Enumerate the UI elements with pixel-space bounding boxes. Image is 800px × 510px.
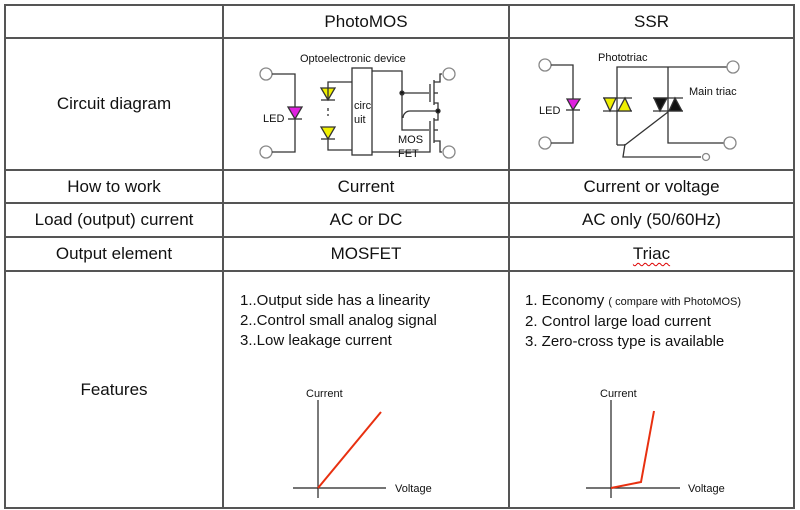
feature-item: 1. Economy ( compare with PhotoMOS): [525, 291, 741, 312]
table-border-right: [793, 4, 795, 509]
ssr-output-element-text: Triac: [632, 244, 671, 263]
row-label-how-to-work: How to work: [67, 176, 161, 196]
photomos-features-list: 1..Output side has a linearity 2..Contro…: [240, 291, 437, 351]
header-ssr: SSR: [634, 11, 669, 31]
row-divider: [4, 37, 795, 39]
photomos-iv-graph: Current Voltage: [293, 388, 432, 498]
row-divider: [4, 236, 795, 238]
feature-item-text: 1. Economy: [525, 292, 605, 309]
ssr-how-to-work: Current or voltage: [583, 176, 720, 196]
feature-item: 1..Output side has a linearity: [240, 292, 431, 309]
main-triac-icon: [652, 96, 684, 113]
header-photomos: PhotoMOS: [324, 11, 408, 31]
iv-curve: [317, 411, 382, 489]
circuit-box: [351, 67, 373, 156]
terminal-icon: [259, 145, 273, 159]
phototriac-label: Phototriac: [598, 52, 648, 64]
optoelectronic-device-label: Optoelectronic device: [300, 53, 406, 65]
terminal-icon: [723, 136, 737, 150]
feature-item-note: ( compare with PhotoMOS): [608, 296, 742, 308]
ssr-circuit-diagram: [538, 58, 740, 162]
mosfet-icon: [429, 73, 442, 153]
led-label: LED: [539, 105, 560, 117]
circuit-label: uit: [354, 114, 366, 126]
ssr-output-element: Triac: [510, 238, 793, 270]
terminal-icon: [701, 152, 711, 162]
x-axis-label: Voltage: [688, 483, 725, 495]
iv-curve: [610, 410, 655, 489]
row-label-output-element: Output element: [55, 244, 173, 263]
table-border-bottom: [4, 507, 795, 509]
photomos-how-to-work: Current: [337, 176, 395, 196]
ssr-features-list: 1. Economy ( compare with PhotoMOS) 2. C…: [525, 291, 741, 352]
table-border-top: [4, 4, 795, 6]
led-label: LED: [263, 113, 284, 125]
photodiode-icon: [319, 126, 337, 141]
ssr-iv-graph: Current Voltage: [586, 388, 725, 498]
mosfet-label: FET: [398, 148, 419, 160]
terminal-icon: [726, 60, 740, 74]
y-axis-label: Current: [600, 388, 637, 400]
y-axis-label: Current: [306, 388, 343, 400]
photomos-output-element: MOSFET: [330, 244, 402, 263]
phototriac-icon: [602, 96, 633, 113]
terminal-icon: [442, 67, 456, 81]
feature-item: 3..Low leakage current: [240, 332, 392, 349]
feature-item: 3. Zero-cross type is available: [525, 333, 725, 350]
column-divider: [222, 4, 224, 509]
photomos-circuit-diagram: [259, 67, 456, 159]
x-axis-label: Voltage: [395, 483, 432, 495]
terminal-icon: [442, 145, 456, 159]
led-icon: [565, 98, 582, 112]
photomos-load-current: AC or DC: [329, 210, 403, 229]
terminal-icon: [538, 136, 552, 150]
circuit-label: circ: [354, 100, 372, 112]
row-label-features: Features: [80, 379, 148, 399]
led-icon: [286, 106, 304, 121]
row-label-load-current: Load (output) current: [34, 210, 194, 229]
row-divider: [4, 270, 795, 272]
row-divider: [4, 169, 795, 171]
feature-item: 2. Control large load current: [525, 313, 711, 330]
table-border-left: [4, 4, 6, 509]
terminal-icon: [538, 58, 552, 72]
mosfet-label: MOS: [398, 134, 423, 146]
feature-item: 2..Control small analog signal: [240, 312, 437, 329]
column-divider: [508, 4, 510, 509]
row-label-circuit-diagram: Circuit diagram: [56, 94, 172, 113]
main-triac-label: Main triac: [689, 86, 737, 98]
ssr-load-current: AC only (50/60Hz): [582, 210, 721, 229]
row-divider: [4, 202, 795, 204]
terminal-icon: [259, 67, 273, 81]
